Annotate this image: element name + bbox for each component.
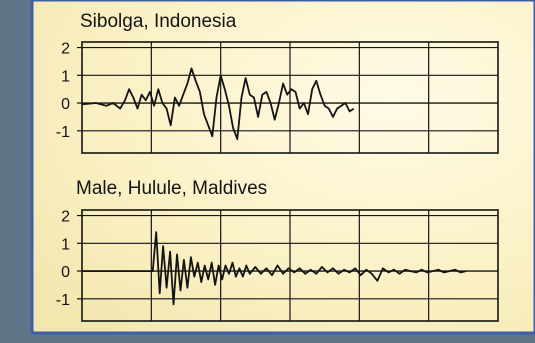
- y-tick-label: -1: [56, 124, 70, 141]
- y-tick-label: 0: [61, 264, 70, 281]
- series-line: [82, 231, 467, 306]
- chart-title: Sibolga, Indonesia: [80, 11, 237, 32]
- figure-panel: [30, 0, 535, 335]
- chart-2: Male, Hulule, Maldives 2 1 0 -1: [56, 178, 499, 322]
- chart-title: Male, Hulule, Maldives: [76, 178, 267, 199]
- plot-frame: [81, 41, 499, 154]
- y-tick-label: 0: [61, 96, 70, 113]
- y-tick-label: 2: [61, 209, 70, 226]
- y-tick-label: 2: [61, 41, 70, 58]
- y-tick-label: 1: [61, 68, 70, 85]
- y-tick-label: -1: [56, 292, 70, 309]
- plot-frame: [81, 209, 499, 322]
- series-line: [81, 67, 355, 141]
- y-tick-label: 1: [61, 236, 70, 253]
- chart-1: Sibolga, Indonesia 2 1 0 -1: [56, 11, 499, 154]
